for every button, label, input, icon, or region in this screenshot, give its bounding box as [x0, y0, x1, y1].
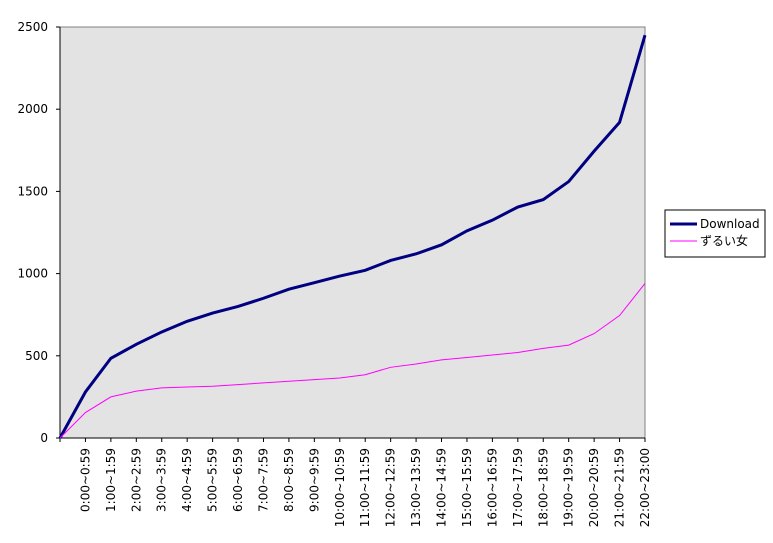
x-tick-label: 12:00~12:59: [384, 448, 398, 527]
x-tick-label: 14:00~14:59: [435, 448, 449, 527]
y-tick-label: 500: [25, 349, 48, 363]
y-tick-label: 2500: [17, 20, 48, 34]
x-tick-label: 17:00~17:59: [511, 448, 525, 527]
x-tick-label: 19:00~19:59: [562, 448, 576, 527]
x-tick-label: 9:00~9:59: [307, 448, 321, 512]
x-tick-label: 15:00~15:59: [460, 448, 474, 527]
legend-label: Download: [700, 217, 760, 231]
series-line: [58, 34, 647, 439]
x-tick-label: 0:00~0:59: [78, 448, 92, 512]
y-tick-label: 0: [40, 431, 48, 445]
x-tick-label: 6:00~6:59: [231, 448, 245, 512]
legend-label: ずるい女: [700, 233, 748, 248]
y-tick-label: 1500: [17, 184, 48, 198]
y-tick-label: 2000: [17, 102, 48, 116]
x-tick-label: 13:00~13:59: [409, 448, 423, 527]
x-tick-label: 2:00~2:59: [129, 448, 143, 512]
series-line: [59, 283, 646, 439]
legend-box: [664, 209, 766, 258]
x-tick-label: 22:00~23:00: [638, 448, 652, 527]
x-tick-label: 16:00~16:59: [485, 448, 499, 527]
x-tick-label: 1:00~1:59: [104, 448, 118, 512]
x-tick-label: 5:00~5:59: [206, 448, 220, 512]
plot-area: [59, 26, 646, 439]
x-tick-label: 20:00~20:59: [587, 448, 601, 527]
y-tick-label: 1000: [17, 267, 48, 281]
x-tick-label: 8:00~8:59: [282, 448, 296, 512]
x-tick-label: 7:00~7:59: [256, 448, 270, 512]
x-tick-label: 10:00~10:59: [333, 448, 347, 527]
x-tick-label: 18:00~18:59: [536, 448, 550, 527]
x-tick-label: 11:00~11:59: [358, 448, 372, 527]
x-tick-label: 4:00~4:59: [180, 448, 194, 512]
x-tick-label: 3:00~3:59: [155, 448, 169, 512]
x-tick-label: 21:00~21:59: [613, 448, 627, 527]
